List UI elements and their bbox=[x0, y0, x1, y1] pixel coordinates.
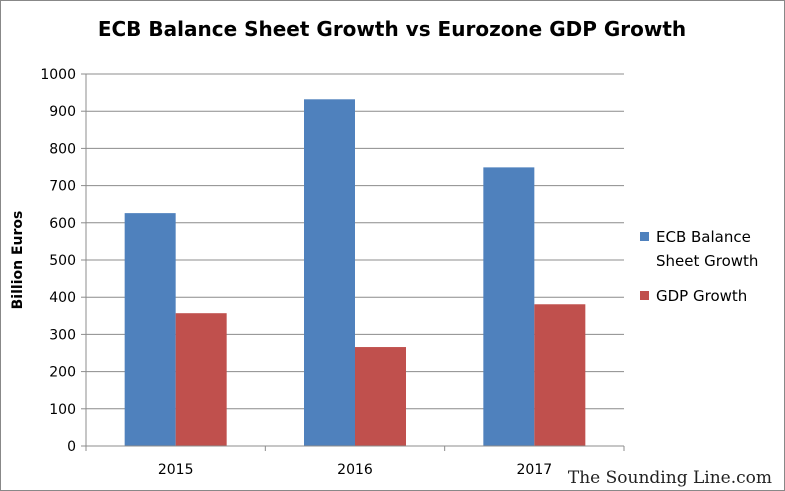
bar-gdp-2017 bbox=[534, 304, 586, 446]
y-tick-label-800: 800 bbox=[49, 141, 76, 157]
y-tick-label-600: 600 bbox=[49, 216, 76, 232]
y-tick-label-400: 400 bbox=[49, 290, 76, 306]
y-tick-label-100: 100 bbox=[49, 402, 76, 418]
chart-title: ECB Balance Sheet Growth vs Eurozone GDP… bbox=[98, 17, 686, 41]
bars bbox=[124, 99, 586, 447]
bar-ecb-2015 bbox=[124, 213, 176, 446]
y-tick-label-300: 300 bbox=[49, 327, 76, 343]
x-tick-label-2016: 2016 bbox=[337, 462, 373, 478]
bar-ecb-2016 bbox=[304, 99, 355, 447]
y-tick-label-1000: 1000 bbox=[40, 67, 76, 83]
y-tick-label-700: 700 bbox=[49, 179, 76, 195]
y-tick-labels: 0 100 200 300 400 500 600 700 800 900 1000 bbox=[40, 67, 76, 455]
watermark: The Sounding Line.com bbox=[568, 468, 772, 488]
x-tick-label-2015: 2015 bbox=[158, 462, 194, 478]
legend-label-ecb-line-2: Sheet Growth bbox=[656, 252, 758, 270]
axes bbox=[81, 74, 625, 451]
legend-swatch-gdp bbox=[640, 291, 649, 300]
x-tick-labels: 2015 2016 2017 bbox=[158, 446, 552, 478]
legend-label-ecb-line-1: ECB Balance bbox=[656, 228, 751, 246]
bar-gdp-2015 bbox=[175, 313, 227, 446]
legend-label-gdp: GDP Growth bbox=[656, 287, 747, 305]
x-tick-label-2017: 2017 bbox=[517, 462, 553, 478]
legend-swatch-ecb bbox=[640, 232, 649, 241]
y-tick-label-900: 900 bbox=[49, 104, 76, 120]
y-axis-label: Billion Euros bbox=[10, 211, 26, 310]
y-tick-label-500: 500 bbox=[49, 253, 76, 269]
y-tick-label-0: 0 bbox=[67, 439, 76, 455]
bar-ecb-2017 bbox=[483, 167, 535, 446]
y-tick-label-200: 200 bbox=[49, 365, 76, 381]
bar-gdp-2016 bbox=[355, 347, 406, 446]
legend: ECB Balance Sheet Growth GDP Growth bbox=[640, 228, 758, 305]
